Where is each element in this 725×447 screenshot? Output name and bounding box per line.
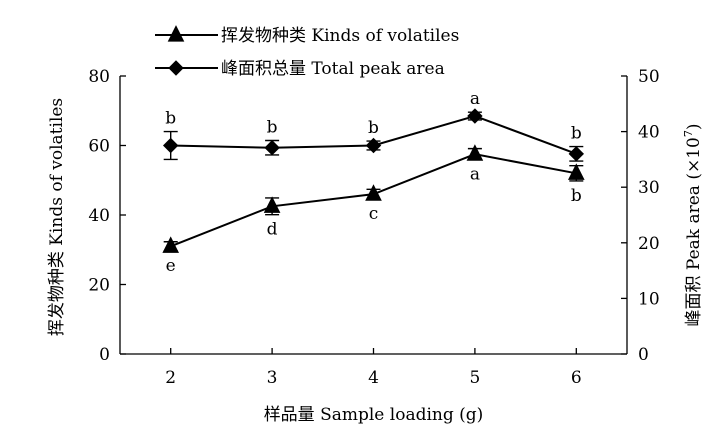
y-tick-label-right: 0 [638,345,649,365]
data-point-diamond [467,108,483,124]
data-point-triangle [365,184,382,201]
legend-entry-triangle: 挥发物种类 Kinds of volatiles [155,25,459,46]
y-axis-title-right-exponent: 7 [682,130,695,137]
y-tick-label-right: 20 [638,234,660,254]
data-point-diamond [264,140,280,156]
significance-label: b [267,117,278,137]
significance-label: a [470,89,480,109]
significance-label: b [165,109,176,129]
series-layer: e d c a b b b b a b [162,89,585,276]
series-triangle: e d c a b [162,144,585,276]
x-tick-label: 6 [571,368,582,388]
data-point-diamond [365,137,382,154]
y-axis-title-right-main: 峰面积 Peak area (×10 [684,137,704,326]
y-tick-label-left: 80 [88,67,110,87]
significance-label: b [571,186,582,206]
significance-label: b [368,118,379,138]
axes: 0 20 40 60 80 0 10 20 30 40 50 2 3 4 5 6 [88,67,659,388]
significance-label: e [166,256,176,276]
x-tick-label: 3 [267,368,278,388]
y-axis-title-left: 挥发物种类 Kinds of volatiles [47,98,67,336]
y-tick-label-left: 0 [99,345,110,365]
y-tick-label-left: 40 [88,206,110,226]
legend: 挥发物种类 Kinds of volatiles 峰面积总量 Total peak… [155,25,459,79]
y-tick-label-right: 40 [638,123,660,143]
legend-label: 挥发物种类 Kinds of volatiles [221,26,459,46]
significance-label: b [571,124,582,144]
data-point-diamond [568,146,585,162]
legend-label: 峰面积总量 Total peak area [221,59,445,79]
x-tick-label: 5 [469,368,480,388]
y-tick-label-right: 30 [638,178,660,198]
data-point-triangle [263,196,281,213]
significance-label: c [369,204,379,224]
y-tick-label-right: 10 [638,289,660,309]
data-point-triangle [466,144,484,161]
legend-entry-diamond: 峰面积总量 Total peak area [155,59,445,79]
y-axis-title-right-close: ) [684,124,704,131]
y-tick-label-left: 20 [88,276,110,296]
x-tick-label: 2 [165,368,176,388]
data-point-triangle [567,163,585,180]
data-point-triangle [162,236,180,253]
x-tick-label: 4 [368,368,379,388]
significance-label: a [470,165,480,185]
data-point-diamond [162,137,179,154]
significance-label: d [267,220,278,240]
series-diamond: b b b a b [162,89,585,162]
y-tick-label-left: 60 [88,137,110,157]
legend-marker-diamond [168,60,184,76]
x-axis-title: 样品量 Sample loading (g) [264,405,484,425]
y-axis-title-right: 峰面积 Peak area (×107) [682,124,704,327]
y-tick-label-right: 50 [638,67,660,87]
legend-marker-triangle [167,25,185,42]
